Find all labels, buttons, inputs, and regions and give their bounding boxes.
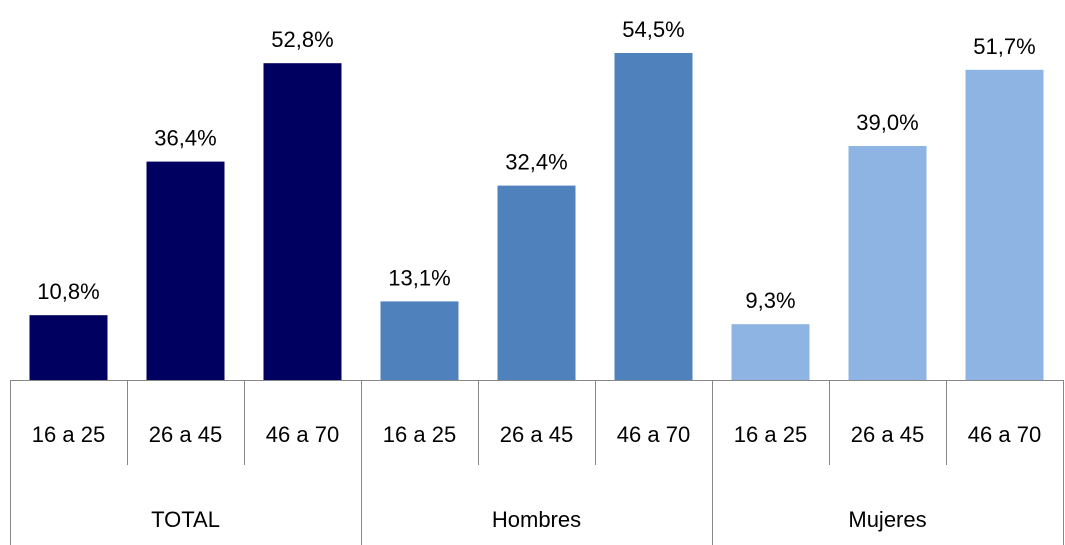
data-label: 10,8% [37,279,99,304]
data-label: 54,5% [622,17,684,42]
x-tick-label: 16 a 25 [383,422,456,447]
x-tick-label: 26 a 45 [149,422,222,447]
data-label: 52,8% [271,27,333,52]
bar-mujeres-1 [731,324,810,380]
x-tick-label: 46 a 70 [617,422,690,447]
category-labels-layer: 16 a 25 26 a 45 46 a 70 16 a 25 26 a 45 46 a … [32,422,1041,447]
data-label: 9,3% [745,288,795,313]
data-label: 13,1% [388,265,450,290]
bars-layer [29,53,1044,381]
bar-mujeres-3 [965,69,1044,381]
x-tick-label: 16 a 25 [32,422,105,447]
data-label: 32,4% [505,150,567,175]
x-tick-label: 46 a 70 [266,422,339,447]
bar-hombres-1 [380,301,459,380]
data-label: 39,0% [856,110,918,135]
x-tick-label: 46 a 70 [968,422,1041,447]
group-label-hombres: Hombres [492,507,581,532]
x-axis [10,380,1064,545]
bar-total-3 [263,63,342,380]
bar-mujeres-2 [848,146,927,380]
x-tick-label: 26 a 45 [500,422,573,447]
x-tick-label: 26 a 45 [851,422,924,447]
bar-total-1 [29,315,108,380]
group-label-mujeres: Mujeres [848,507,926,532]
value-labels-layer: 10,8% 36,4% 52,8% 13,1% 32,4% 54,5% 9,3% 39,0% 5… [37,17,1035,313]
data-label: 51,7% [973,34,1035,59]
bar-hombres-2 [497,185,576,380]
bar-total-2 [146,161,225,380]
x-tick-label: 16 a 25 [734,422,807,447]
bar-hombres-3 [614,53,693,380]
data-label: 36,4% [154,126,216,151]
group-labels-layer: TOTAL Hombres Mujeres [151,507,927,532]
group-label-total: TOTAL [151,507,220,532]
